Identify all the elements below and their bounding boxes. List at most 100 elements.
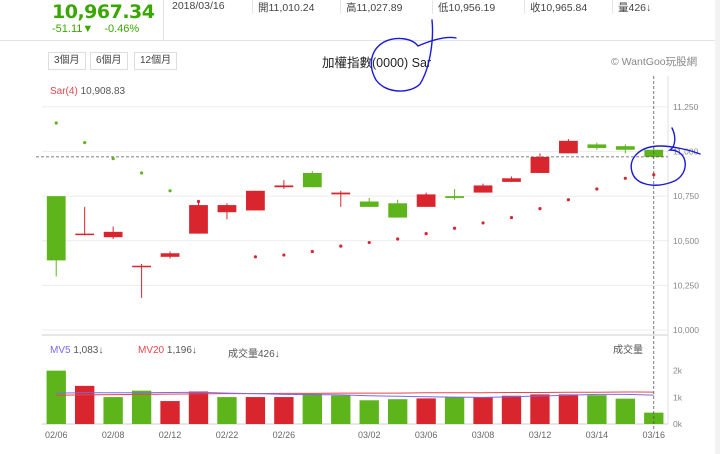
volume-bar [473,397,493,424]
volume-bar [530,394,550,424]
sar-point [168,189,172,193]
candle [530,153,550,173]
candle [359,197,379,207]
quote-low: 低10,956.19 [438,0,495,15]
sar-point [282,253,286,257]
sar-legend: Sar(4) 10,908.83 [50,86,125,97]
candle-body [331,192,351,195]
candle [502,176,521,182]
volume-tick-label: 2k [673,366,683,376]
sar-point [310,249,314,254]
low-value: 10,956.19 [448,2,496,14]
handwritten-circle-last-candle [630,127,701,186]
candle [189,201,208,234]
vol-value: 426↓ [258,349,280,360]
x-tick-label: 02/12 [159,430,182,440]
vol-legend: 成交量426↓ [228,345,280,360]
candle [559,139,578,154]
volume-bar [558,394,579,424]
x-tick-label: 03/02 [358,430,381,440]
sar-points [54,121,656,259]
volume-bar [188,391,209,424]
volume-value: 426↓ [628,2,652,14]
candle-body [75,233,95,236]
sar-point [623,176,627,180]
candle [331,190,351,207]
sar-point [566,198,571,202]
volume-bar [359,400,379,424]
candle [132,263,151,298]
x-tick-label: 02/22 [216,430,239,440]
mv20-legend: MV20 1,196↓ [138,345,197,356]
candle [445,189,464,200]
volume-bar [75,385,95,424]
high-value: 11,027.89 [356,2,403,14]
sar-legend-value: 10,908.83 [80,86,126,97]
price-tick-label: 10,750 [673,191,699,201]
volume-bar [131,390,152,424]
range-6m-button[interactable]: 6個月 [90,52,128,70]
crosshair [36,76,668,430]
x-tick-label: 03/08 [472,430,495,440]
candle-body [160,253,180,257]
candle-body [246,190,265,211]
candle [388,199,408,218]
mv20-line [56,391,654,396]
sar-point [396,237,400,241]
quote-date: 2018/03/16 [172,0,225,12]
candle-body [388,203,408,218]
volume-tick-label: 0k [673,419,683,429]
candle [473,183,493,193]
volume-bar [302,393,322,424]
x-tick-label: 03/06 [415,430,438,440]
candle [302,171,322,188]
candle-body [359,201,379,207]
mv20-label: MV20 [138,345,165,356]
volume-tick-label: 1k [673,392,683,402]
sar-point [111,157,115,161]
range-3m-button[interactable]: 3個月 [48,52,86,70]
volume-ma-lines [56,391,654,398]
candle-body [530,156,550,173]
mv5-value: 1,083↓ [73,345,104,356]
sar-point [452,226,457,230]
price-tick-label: 11,250 [673,102,699,112]
candle-body [587,144,607,148]
candle-body [274,185,294,188]
mv5-line [56,391,654,398]
last-price: 10,967.34 [52,1,155,23]
candles [46,139,664,298]
x-tick-label: 02/08 [102,430,125,440]
mv20-value: 1,196↓ [166,345,197,356]
close-value: 10,965.84 [540,2,588,14]
volume-bar [587,395,607,424]
volume-bar [615,398,635,424]
change-points: -51.11▼ [52,23,94,35]
sar-point [83,141,87,145]
candle [160,251,180,259]
candle [75,206,95,236]
candle-body [445,196,464,198]
price-box: 10,967.34 -51.11▼ -0.46% [48,0,164,40]
price-change: -51.11▼ -0.46% [52,23,147,35]
scroll-edge [715,0,720,454]
volume-bar [444,397,465,424]
candle-body [559,140,578,154]
volume-bar [103,397,123,424]
quote-volume: 量426↓ [618,0,651,15]
sar-point [253,255,258,259]
volume-bar [217,397,237,424]
sar-point [595,187,599,191]
range-12m-button[interactable]: 12個月 [134,52,178,70]
sar-point [54,121,58,125]
x-tick-label: 03/12 [529,430,552,440]
price-tick-label: 11,000 [673,147,699,157]
chart-title: 加權指數(0000) Sar [322,56,432,70]
volume-label: 量 [618,2,629,14]
x-tick-labels: 02/06 02/08 02/12 02/22 02/26 03/02 03/06 03/08… [45,430,665,440]
candle-body [615,146,635,150]
sar-point [139,171,144,175]
candle-body [103,231,123,238]
candle-body [189,205,208,234]
candle [615,144,635,154]
